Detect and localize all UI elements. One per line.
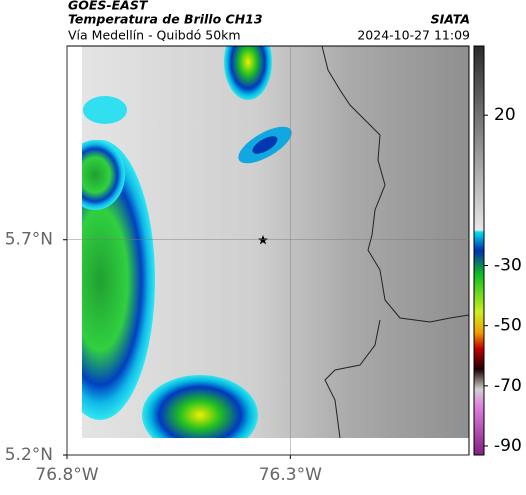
colorbar-tick-label: -50 bbox=[494, 316, 522, 336]
colorbar-tick-label: -30 bbox=[494, 256, 522, 276]
source: SIATA bbox=[431, 12, 470, 27]
colorbar-tick-label: 20 bbox=[494, 105, 516, 125]
datetime: 2024-10-27 11:09 bbox=[357, 28, 470, 43]
colorbar bbox=[473, 45, 485, 456]
subtitle: Temperatura de Brillo CH13 bbox=[68, 12, 263, 27]
y-tick-label: 5.2°N bbox=[5, 445, 53, 465]
title: GOES-EAST bbox=[68, 0, 149, 13]
colorbar-tick-label: -90 bbox=[494, 436, 522, 456]
y-tick-label: 5.7°N bbox=[5, 230, 53, 250]
x-tick-label: 76.8°W bbox=[35, 465, 98, 485]
colorbar-tick-label: -70 bbox=[494, 376, 522, 396]
satellite-image bbox=[82, 46, 469, 438]
x-tick-label: 76.3°W bbox=[259, 465, 322, 485]
route: Vía Medellín - Quibdó 50km bbox=[68, 28, 241, 43]
